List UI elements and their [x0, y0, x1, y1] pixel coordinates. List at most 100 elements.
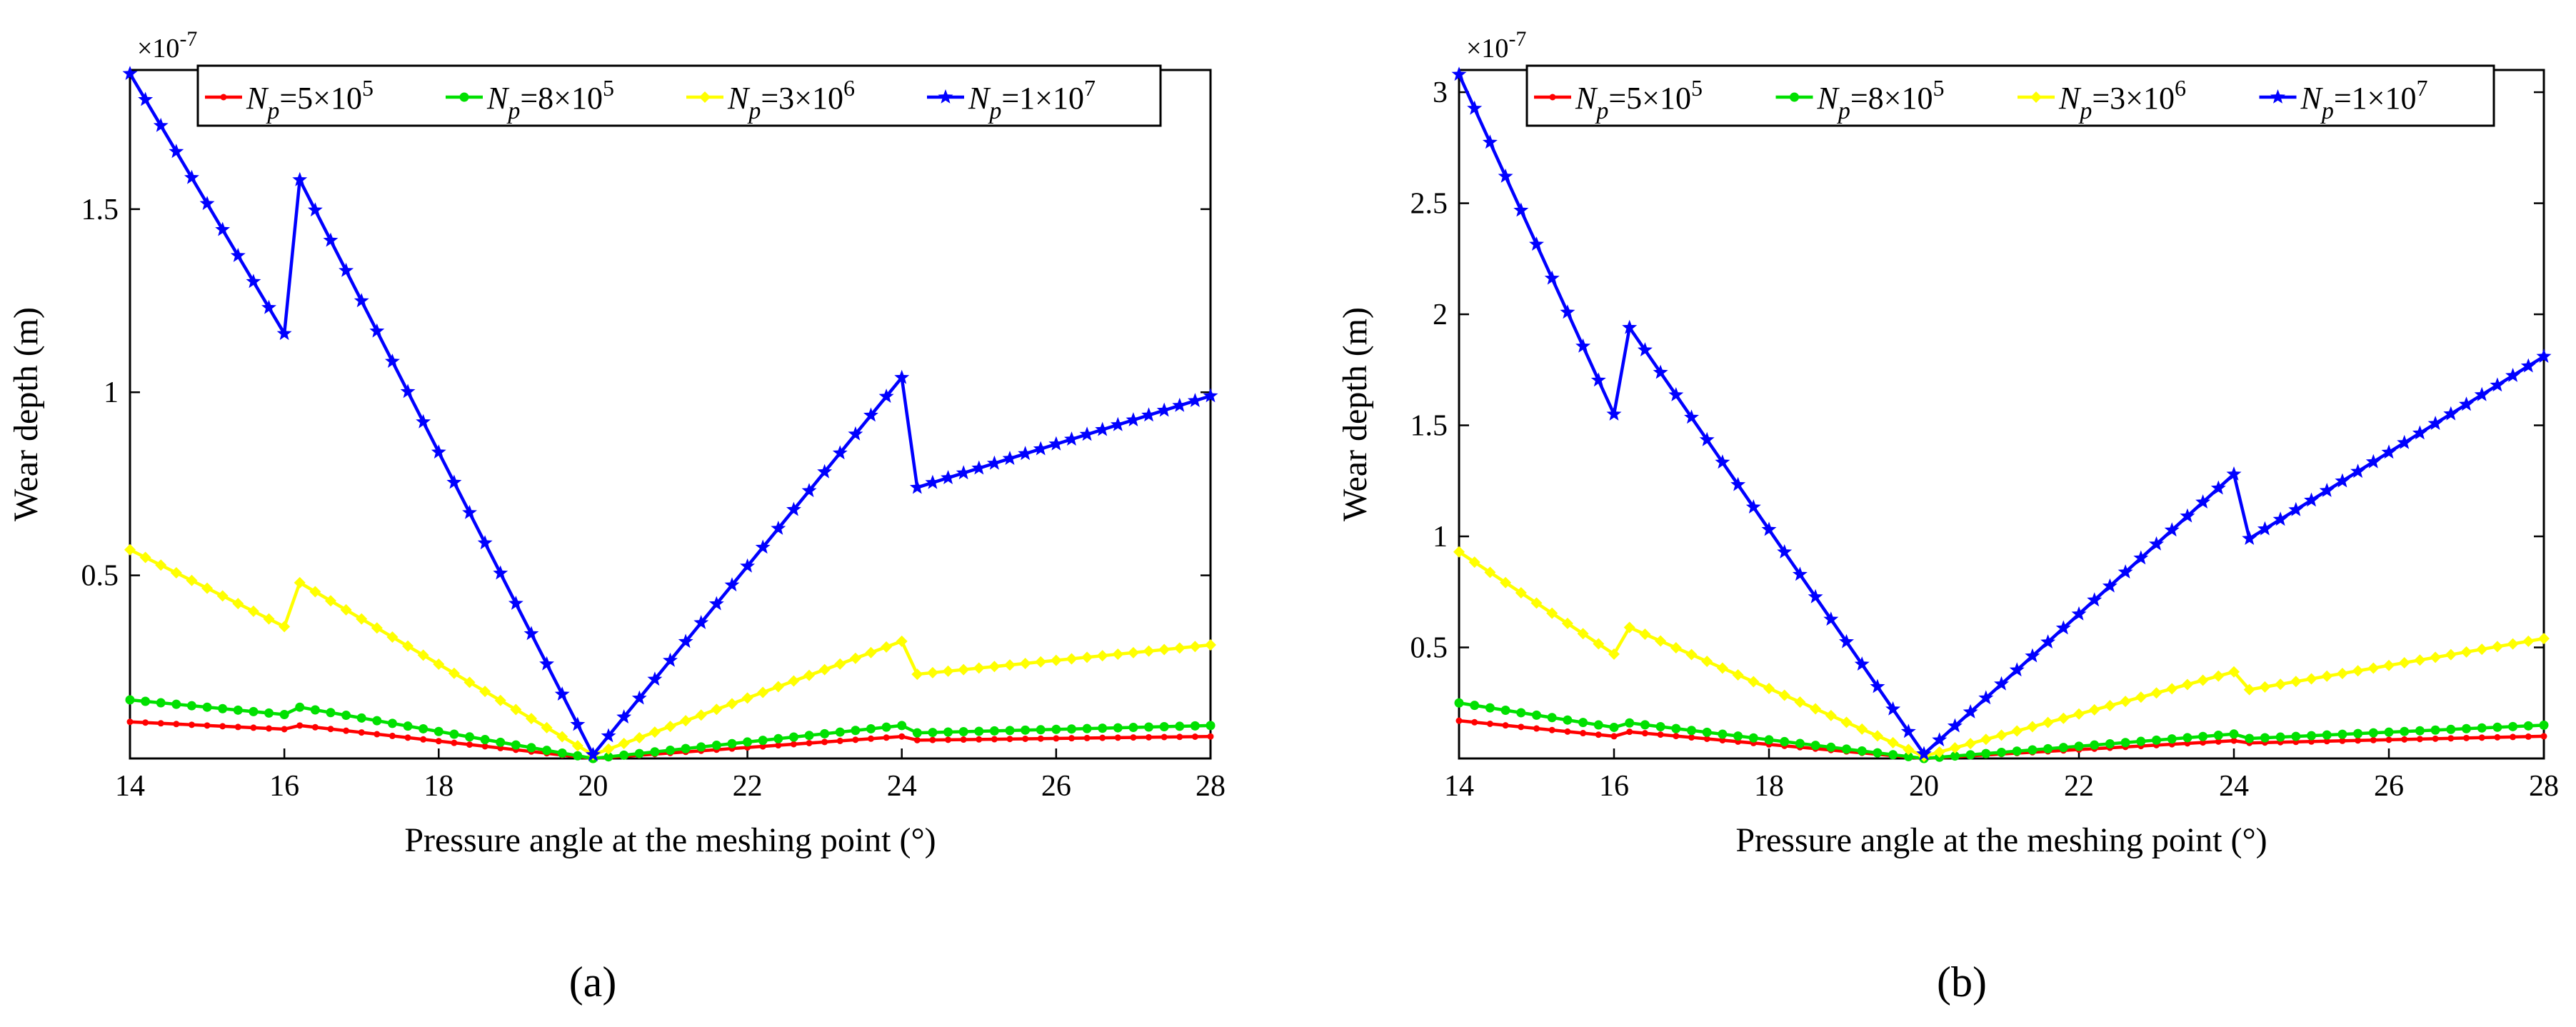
data-point — [2136, 736, 2146, 746]
data-point — [2105, 738, 2115, 748]
data-point — [343, 727, 350, 734]
legend-box — [196, 64, 1162, 127]
legend-superscript: 5 — [603, 75, 614, 101]
data-point — [2090, 740, 2100, 750]
data-point — [2290, 676, 2302, 688]
data-point — [2385, 736, 2392, 743]
legend-subscript: p — [2078, 98, 2092, 124]
x-tick-label: 14 — [115, 770, 145, 803]
data-point — [186, 574, 198, 586]
data-point — [2272, 511, 2288, 526]
data-point — [1794, 696, 1806, 708]
data-point — [2087, 592, 2103, 607]
data-point — [2058, 743, 2068, 753]
data-point — [913, 736, 921, 743]
data-point — [1532, 710, 1541, 720]
data-point — [541, 721, 553, 733]
data-point — [2025, 648, 2040, 663]
data-point — [420, 736, 427, 743]
legend-symbol: N — [2300, 81, 2324, 116]
data-point — [835, 727, 845, 737]
data-point — [633, 732, 646, 744]
data-point — [942, 665, 954, 677]
data-point — [989, 726, 999, 736]
data-point — [279, 709, 289, 719]
data-point — [126, 718, 134, 726]
data-point — [1933, 746, 1945, 758]
data-point — [1885, 701, 1901, 716]
data-point — [973, 662, 985, 674]
data-point — [465, 732, 475, 742]
data-point — [740, 558, 755, 573]
data-point — [1732, 668, 1744, 681]
data-point — [2400, 726, 2410, 736]
data-point — [1745, 499, 1761, 514]
data-point — [943, 727, 953, 737]
data-point — [1640, 720, 1650, 730]
data-point — [2383, 659, 2395, 671]
data-point — [1051, 724, 1061, 734]
legend-subscript: p — [266, 98, 279, 124]
data-point — [2525, 733, 2532, 740]
data-point — [2260, 733, 2270, 743]
data-point — [1036, 725, 1046, 735]
series-line — [1454, 698, 2549, 763]
data-point — [1143, 645, 1155, 657]
x-tick-label: 20 — [578, 770, 608, 803]
data-point — [2182, 733, 2192, 743]
data-point — [2401, 736, 2408, 743]
y-exponent-base: ×10 — [137, 34, 179, 64]
data-point — [419, 723, 429, 733]
data-point — [851, 726, 861, 736]
data-point — [404, 734, 411, 741]
legend-label: Np=1×107 — [968, 75, 1096, 124]
data-point — [173, 721, 180, 728]
plot-area — [129, 69, 1212, 760]
data-point — [1082, 723, 1092, 733]
series-jump — [1613, 626, 1631, 655]
data-point — [634, 748, 644, 758]
data-point — [1141, 407, 1156, 422]
data-point — [1623, 621, 1635, 633]
data-point — [2226, 466, 2242, 481]
data-point — [1810, 741, 1820, 751]
data-point — [1965, 738, 1977, 750]
data-point — [233, 705, 243, 715]
data-point — [852, 736, 859, 743]
data-point — [511, 740, 521, 750]
data-point — [1158, 643, 1171, 656]
y-axis-label: Wear depth (m) — [1336, 307, 1374, 521]
data-point — [647, 671, 663, 686]
data-point — [1840, 716, 1853, 728]
data-point — [603, 752, 613, 762]
data-point — [817, 464, 833, 479]
data-point — [2476, 643, 2488, 656]
data-point — [664, 721, 676, 733]
data-point — [2443, 406, 2459, 421]
data-point — [416, 414, 431, 429]
data-point — [1203, 388, 1218, 403]
data-point — [1130, 734, 1137, 741]
data-point — [1842, 744, 1851, 754]
data-point — [821, 738, 828, 746]
data-point — [2522, 635, 2535, 647]
data-point — [2152, 735, 2161, 745]
data-point — [1205, 639, 1216, 651]
data-point — [1963, 704, 1978, 718]
data-point — [2242, 531, 2257, 545]
data-point — [1719, 736, 1726, 743]
data-point — [1191, 733, 1198, 741]
data-point — [974, 726, 984, 736]
data-point — [311, 723, 319, 731]
y-exponent-label: ×10-7 — [1466, 27, 1526, 64]
data-point — [354, 293, 369, 308]
data-point — [1593, 638, 1605, 650]
legend-symbol: N — [1575, 81, 1598, 116]
data-point — [2463, 734, 2470, 741]
data-point — [929, 736, 936, 743]
series-jump — [900, 377, 919, 488]
data-point — [142, 719, 149, 726]
data-point — [909, 479, 925, 494]
data-point — [1903, 751, 1913, 761]
